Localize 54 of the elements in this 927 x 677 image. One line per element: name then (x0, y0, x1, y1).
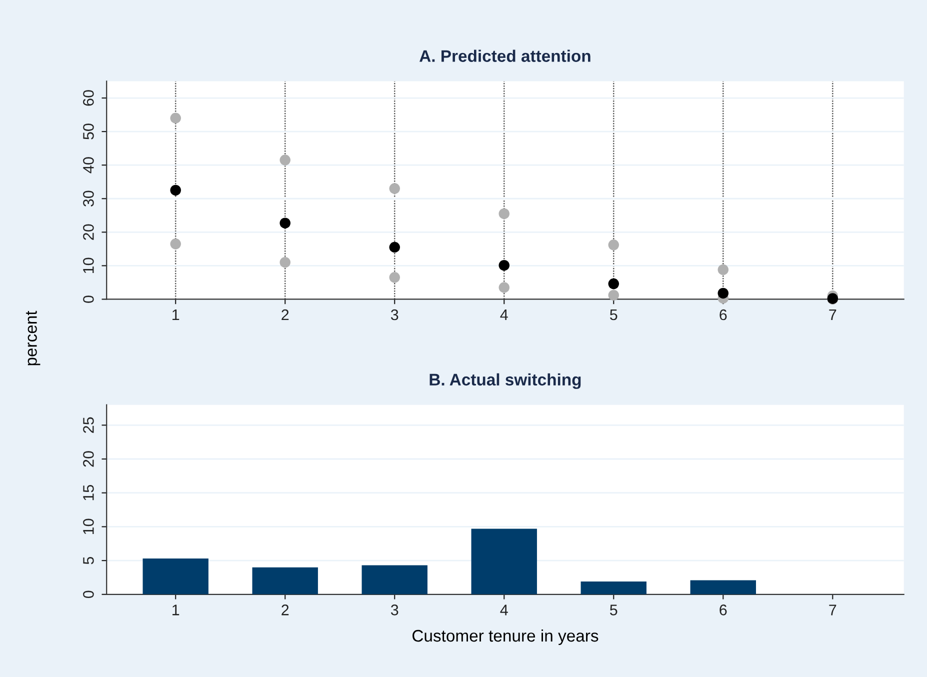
point (498, 208, 510, 220)
point (498, 282, 510, 293)
y-tick-label: 10 (83, 258, 94, 274)
point (280, 256, 290, 268)
bar (362, 565, 428, 594)
y-tick-label: 0 (83, 296, 94, 303)
y-tick-label: 25 (83, 417, 94, 433)
point (718, 288, 729, 299)
x-tick-label: 7 (829, 604, 836, 616)
x-tick-label: 3 (390, 604, 398, 616)
x-tick-label: 3 (390, 309, 398, 320)
point (280, 154, 290, 166)
y-axis-title: percent (26, 310, 40, 366)
y-tick-label: 20 (83, 224, 94, 240)
y-tick-label: 50 (83, 124, 94, 140)
x-tick-label: 7 (829, 310, 836, 320)
point (389, 242, 400, 253)
x-tick-label: 5 (610, 604, 618, 616)
point (498, 260, 510, 271)
y-tick-label: 15 (83, 485, 94, 500)
y-tick-label: 5 (83, 556, 94, 564)
x-tick-label: 2 (282, 604, 289, 616)
chart-title: B. Actual switching (430, 373, 581, 389)
chart-title: A. Predicted attention (420, 50, 590, 62)
x-tick-label: 5 (610, 310, 618, 320)
bar (252, 567, 318, 594)
point (389, 183, 400, 194)
y-tick-label: 10 (83, 518, 94, 534)
y-tick-label: 40 (83, 157, 94, 174)
x-tick-label: 2 (282, 309, 289, 320)
y-tick-label: 30 (83, 190, 94, 207)
x-tick-label: 4 (500, 604, 508, 616)
point (608, 278, 620, 290)
x-tick-label: 1 (172, 310, 180, 320)
bar (690, 580, 756, 594)
point (170, 112, 181, 124)
point (170, 184, 181, 196)
y-tick-label: 20 (83, 451, 94, 467)
x-axis-title: Customer tenure in years (412, 629, 598, 646)
x-tick-label: 6 (720, 309, 727, 320)
point (170, 238, 181, 250)
y-tick-label: 60 (83, 90, 94, 106)
x-tick-label: 6 (720, 604, 727, 616)
x-tick-label: 1 (172, 604, 180, 616)
bar (471, 528, 537, 594)
bar (580, 582, 646, 594)
point (280, 218, 290, 228)
point (608, 240, 620, 250)
point (389, 272, 400, 283)
x-tick-label: 4 (500, 310, 508, 320)
point (718, 264, 729, 276)
point (608, 290, 620, 301)
bar (142, 558, 208, 594)
y-tick-label: 0 (83, 590, 94, 598)
